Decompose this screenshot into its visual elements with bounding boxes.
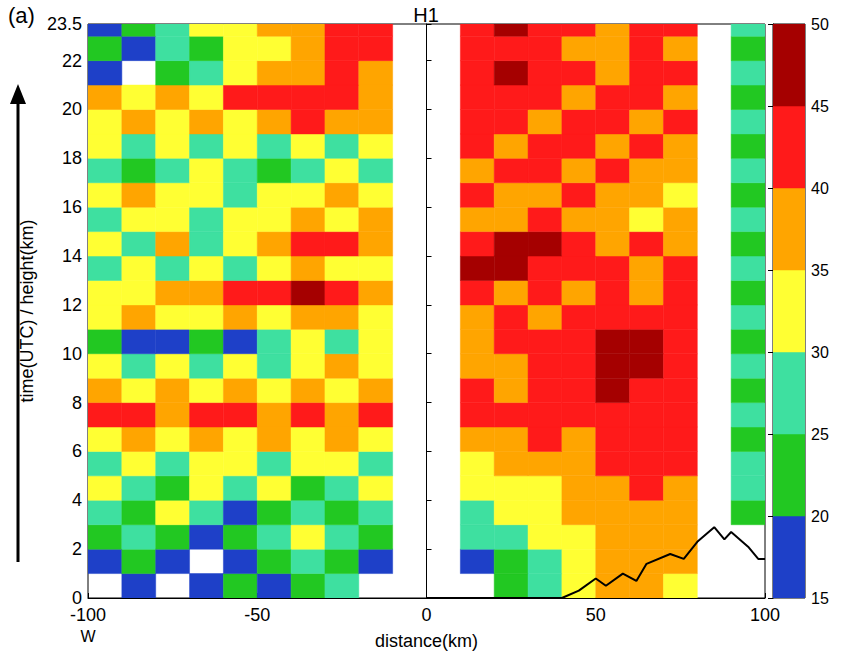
svg-text:time(UTC) / height(km): time(UTC) / height(km) — [17, 219, 37, 402]
svg-text:22: 22 — [62, 51, 82, 71]
svg-text:100: 100 — [750, 605, 780, 625]
svg-text:50: 50 — [811, 16, 829, 33]
svg-text:-100: -100 — [70, 605, 106, 625]
svg-text:0: 0 — [72, 588, 82, 608]
svg-text:25: 25 — [811, 426, 829, 443]
svg-text:45: 45 — [811, 98, 829, 115]
svg-text:10: 10 — [62, 344, 82, 364]
svg-text:2: 2 — [72, 539, 82, 559]
svg-text:4: 4 — [72, 490, 82, 510]
svg-text:H1: H1 — [413, 4, 439, 26]
svg-text:18: 18 — [62, 148, 82, 168]
svg-text:20: 20 — [811, 508, 829, 525]
svg-text:50: 50 — [586, 605, 606, 625]
svg-text:12: 12 — [62, 295, 82, 315]
svg-text:(a): (a) — [8, 3, 35, 28]
svg-text:6: 6 — [72, 441, 82, 461]
svg-text:14: 14 — [62, 246, 82, 266]
svg-text:30: 30 — [811, 344, 829, 361]
svg-text:35: 35 — [811, 262, 829, 279]
svg-text:16: 16 — [62, 197, 82, 217]
svg-text:23.5: 23.5 — [47, 14, 82, 34]
svg-text:0: 0 — [421, 605, 431, 625]
svg-text:W: W — [80, 628, 96, 645]
svg-text:40: 40 — [811, 180, 829, 197]
svg-text:20: 20 — [62, 99, 82, 119]
svg-text:15: 15 — [811, 590, 829, 607]
svg-text:distance(km): distance(km) — [375, 631, 478, 651]
svg-text:-50: -50 — [244, 605, 270, 625]
svg-text:8: 8 — [72, 393, 82, 413]
